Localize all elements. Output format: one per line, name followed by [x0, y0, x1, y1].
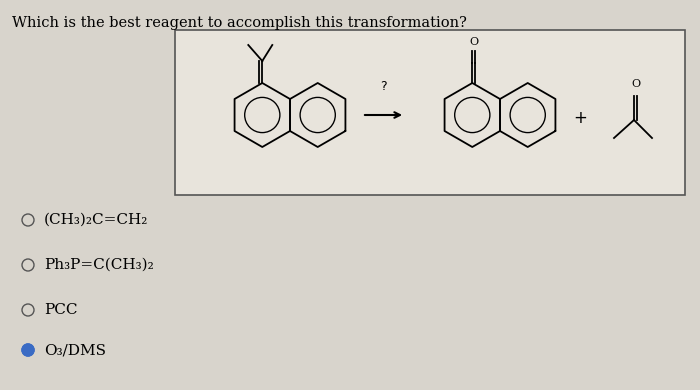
Bar [175, 30, 685, 195]
Text: O₃/DMS: O₃/DMS [44, 343, 106, 357]
Text: +: + [573, 109, 587, 127]
Text: O: O [631, 79, 640, 89]
Text: O: O [469, 37, 478, 47]
Circle shape [22, 344, 34, 356]
Text: PCC: PCC [44, 303, 78, 317]
Text: Ph₃P=C(CH₃)₂: Ph₃P=C(CH₃)₂ [44, 258, 154, 272]
Text: (CH₃)₂C=CH₂: (CH₃)₂C=CH₂ [44, 213, 148, 227]
Text: Which is the best reagent to accomplish this transformation?: Which is the best reagent to accomplish … [12, 16, 467, 30]
Text: ?: ? [380, 80, 387, 93]
